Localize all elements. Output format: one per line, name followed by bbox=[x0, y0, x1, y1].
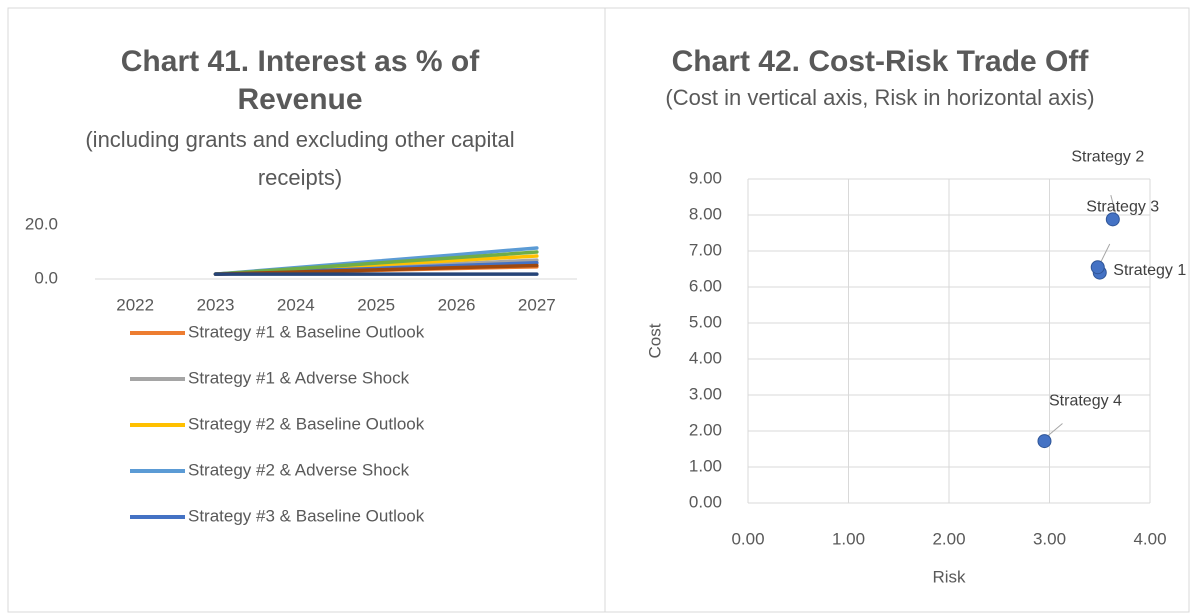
chart-subtitle: (including grants and excluding other ca… bbox=[85, 127, 515, 190]
y-tick-label: 1.00 bbox=[689, 456, 722, 475]
y-tick-label: 2.00 bbox=[689, 420, 722, 439]
point bbox=[1090, 260, 1105, 275]
y-tick-label: 3.00 bbox=[689, 384, 722, 403]
legend-label: Strategy #2 & Baseline Outlook bbox=[188, 414, 425, 433]
x-tick-label: 2024 bbox=[277, 295, 315, 314]
y-tick-label: 6.00 bbox=[689, 276, 722, 295]
x-tick-label: 3.00 bbox=[1033, 529, 1066, 548]
chart-subtitle: (Cost in vertical axis, Risk in horizont… bbox=[665, 85, 1095, 110]
x-tick-label: 0.00 bbox=[731, 529, 764, 548]
legend-label: Strategy #3 & Baseline Outlook bbox=[188, 506, 425, 525]
x-tick-label: 2022 bbox=[116, 295, 154, 314]
y-tick-label: 7.00 bbox=[689, 240, 722, 259]
series-line bbox=[213, 250, 539, 276]
legend-label: Strategy #1 & Adverse Shock bbox=[188, 368, 410, 387]
x-tick-label: 1.00 bbox=[832, 529, 865, 548]
point-label: Strategy 1 bbox=[1113, 262, 1186, 279]
y-tick-label: 0.0 bbox=[34, 268, 58, 287]
leader-line bbox=[1047, 423, 1063, 437]
x-tick-label: 2026 bbox=[438, 295, 476, 314]
x-axis-label: Risk bbox=[932, 567, 966, 586]
chart-title: Chart 41. Interest as % of Revenue bbox=[120, 45, 480, 116]
x-tick-label: 2023 bbox=[197, 295, 235, 314]
x-tick-label: 2027 bbox=[518, 295, 556, 314]
leader-line bbox=[1100, 243, 1111, 263]
y-tick-label: 20.0 bbox=[25, 214, 58, 233]
y-tick-label: 0.00 bbox=[689, 492, 722, 511]
point-label: Strategy 4 bbox=[1049, 392, 1122, 409]
chart-title: Chart 42. Cost-Risk Trade Off bbox=[671, 45, 1089, 78]
point-label: Strategy 3 bbox=[1086, 198, 1159, 215]
leader-line bbox=[1110, 194, 1117, 215]
y-tick-label: 4.00 bbox=[689, 348, 722, 367]
x-tick-label: 2025 bbox=[357, 295, 395, 314]
y-axis-label: Cost bbox=[645, 323, 664, 358]
point bbox=[1105, 212, 1120, 227]
point bbox=[1037, 434, 1052, 449]
y-tick-label: 8.00 bbox=[689, 204, 722, 223]
panel-border bbox=[604, 7, 1190, 613]
y-tick-label: 5.00 bbox=[689, 312, 722, 331]
y-tick-label: 9.00 bbox=[689, 168, 722, 187]
legend-label: Strategy #2 & Adverse Shock bbox=[188, 460, 410, 479]
legend-label: Strategy #1 & Baseline Outlook bbox=[188, 322, 425, 341]
x-tick-label: 2.00 bbox=[932, 529, 965, 548]
point-label: Strategy 2 bbox=[1071, 149, 1144, 166]
x-tick-label: 4.00 bbox=[1133, 529, 1166, 548]
